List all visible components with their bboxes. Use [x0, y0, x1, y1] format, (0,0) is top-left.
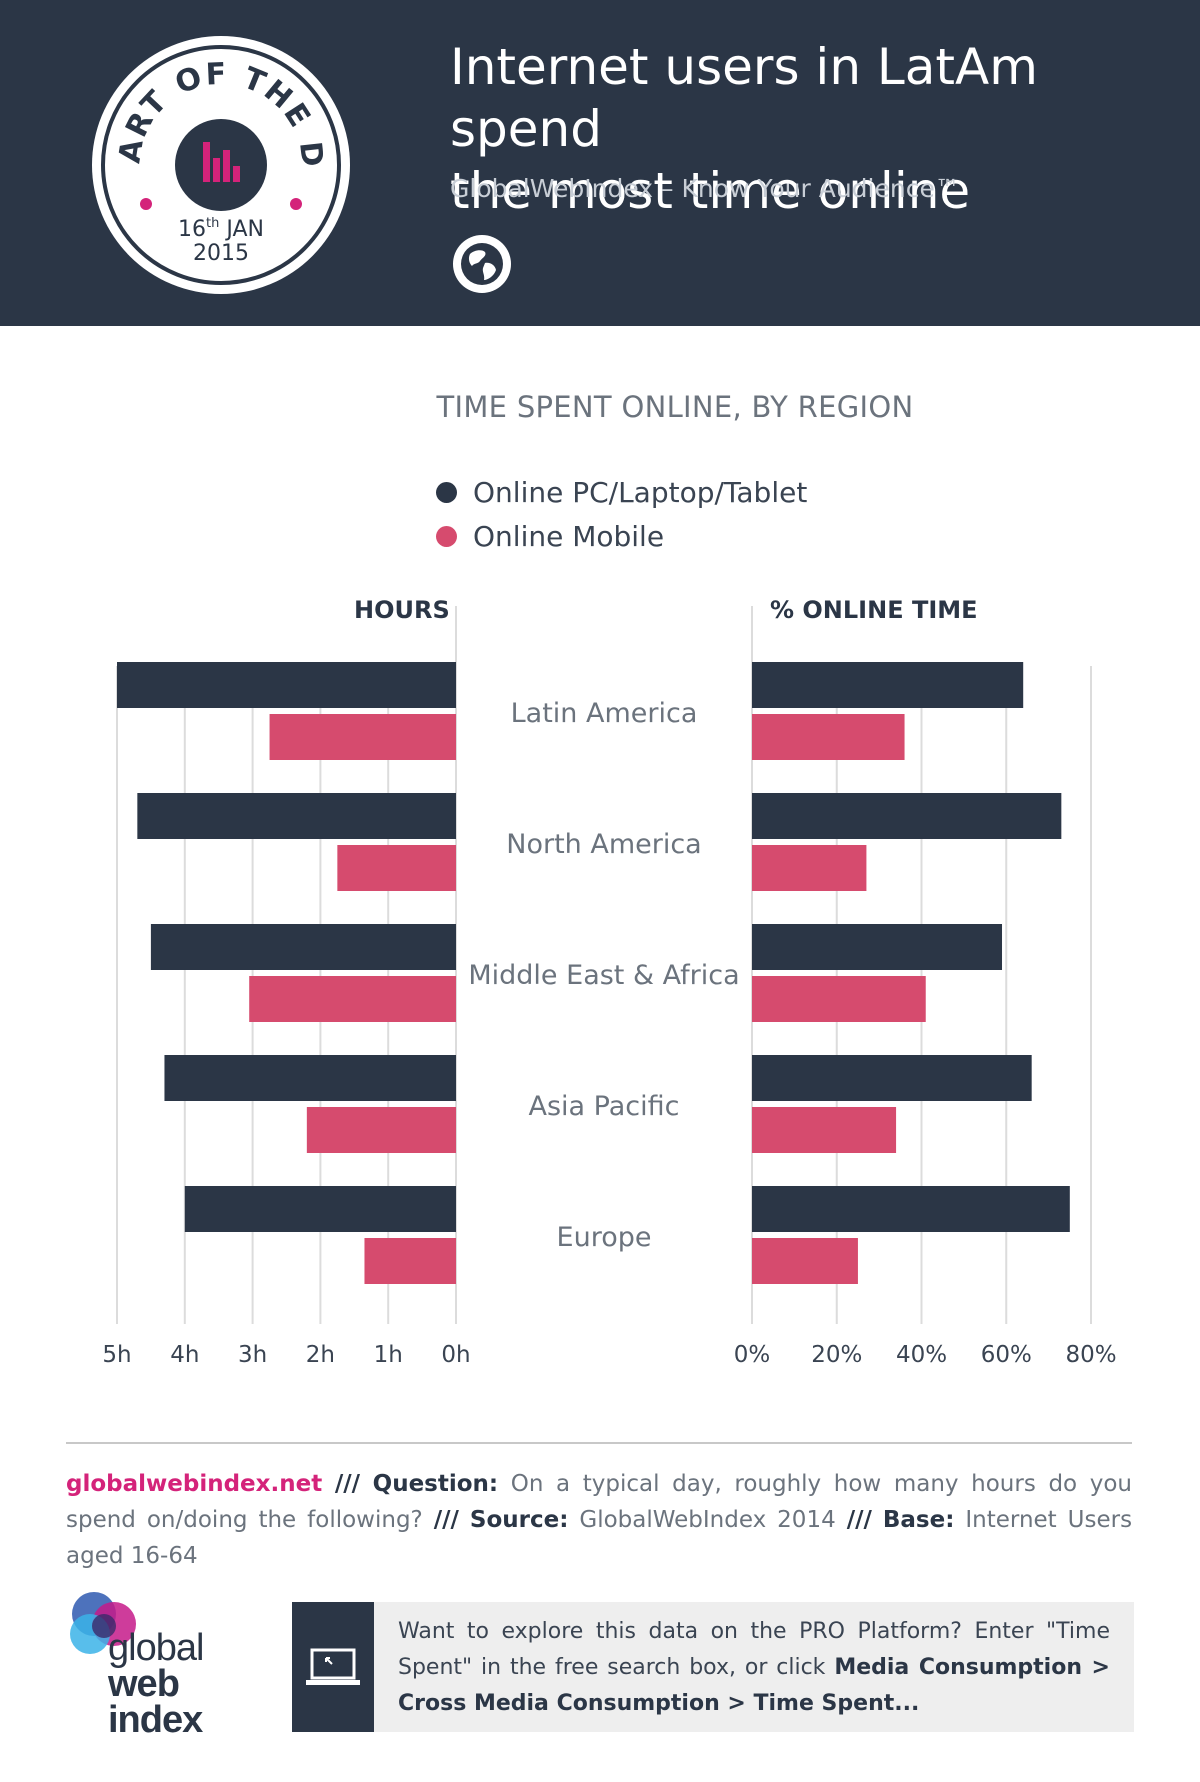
cta-path-link[interactable]: Media Consumption > Cross Media Consumpt…	[398, 1655, 1110, 1716]
hours-panel-label: HOURS	[354, 596, 450, 624]
tick-label-percent: 40%	[896, 1342, 947, 1368]
tick-label-hours: 4h	[170, 1342, 199, 1368]
tick-label-hours: 2h	[306, 1342, 335, 1368]
bar-percent-pc	[752, 924, 1003, 970]
website-link[interactable]: globalwebindex.net	[66, 1471, 323, 1497]
bar-hours-mobile	[306, 1107, 456, 1153]
page-title: Internet users in LatAm spend the most t…	[450, 36, 1150, 222]
base-label: Base:	[882, 1507, 955, 1533]
bar-percent-mobile	[752, 1107, 897, 1153]
bar-hours-mobile	[337, 845, 456, 891]
bar-hours-pc	[137, 793, 456, 839]
category-label: Middle East & Africa	[468, 960, 739, 991]
laptop-icon	[306, 1648, 360, 1685]
tick-label-hours: 0h	[441, 1342, 470, 1368]
divider	[66, 1442, 1132, 1444]
tick-label-percent: 60%	[981, 1342, 1032, 1368]
category-label: Latin America	[511, 698, 698, 729]
globe-icon	[453, 235, 511, 293]
title-line-2: the most time online	[450, 162, 971, 220]
badge-center-circle	[175, 119, 267, 211]
logo-line-3: index	[108, 1699, 203, 1741]
title-line-1: Internet users in LatAm spend	[450, 38, 1038, 158]
tick-label-hours: 5h	[102, 1342, 131, 1368]
bar-hours-mobile	[364, 1238, 456, 1284]
question-text: On a typical day, roughly how many hours…	[66, 1471, 1133, 1533]
tick-label-percent: 80%	[1065, 1342, 1116, 1368]
pro-platform-callout: Want to explore this data on the PRO Pla…	[292, 1602, 1134, 1732]
bar-percent-mobile	[752, 1238, 858, 1284]
base-text: Internet Users aged 16-64	[66, 1507, 1133, 1569]
sep-3: ///	[846, 1507, 872, 1533]
cta-icon-box	[292, 1602, 374, 1732]
bar-percent-pc	[752, 793, 1062, 839]
category-label: Europe	[557, 1222, 652, 1253]
bar-percent-mobile	[752, 845, 867, 891]
bar-hours-mobile	[249, 976, 456, 1022]
bar-hours-pc	[184, 1186, 457, 1232]
bar-percent-mobile	[752, 714, 905, 760]
legend-label-mobile: Online Mobile	[473, 519, 665, 553]
source-text: GlobalWebIndex 2014	[579, 1507, 836, 1533]
page-subtitle: GlobalWebIndex – Know Your Audience™	[450, 174, 960, 203]
cta-text: Want to explore this data on the PRO Pla…	[398, 1614, 1110, 1722]
bar-percent-pc	[752, 1186, 1070, 1232]
sep-1: ///	[334, 1471, 361, 1497]
legend-swatch-mobile	[436, 525, 457, 547]
chart-of-the-day-badge: CHART OF THE DAY 16th JAN 2015	[90, 34, 350, 294]
legend-swatch-pc	[436, 481, 457, 503]
logo-line-2: web	[108, 1663, 180, 1705]
bar-hours-pc	[117, 662, 456, 708]
source-label: Source:	[469, 1507, 569, 1533]
cta-text-plain: Want to explore this data on the PRO Pla…	[398, 1619, 1110, 1680]
bar-hours-pc	[150, 924, 456, 970]
logo-line-1: global	[108, 1627, 204, 1669]
footnote: globalwebindex.net /// Question: On a ty…	[66, 1466, 1132, 1574]
tick-label-hours: 1h	[374, 1342, 403, 1368]
tick-label-percent: 0%	[734, 1342, 771, 1368]
category-label: North America	[506, 829, 701, 860]
chart-title: TIME SPENT ONLINE, BY REGION	[436, 390, 914, 424]
bar-percent-pc	[752, 1055, 1032, 1101]
legend-item-mobile: Online Mobile	[436, 514, 807, 558]
header-banner: CHART OF THE DAY 16th JAN 2015 Internet …	[0, 0, 1200, 326]
legend-label-pc: Online PC/Laptop/Tablet	[473, 475, 808, 509]
legend-item-pc: Online PC/Laptop/Tablet	[436, 470, 807, 514]
badge-date: 16th JAN	[178, 216, 264, 242]
bar-hours-pc	[164, 1055, 456, 1101]
tick-label-hours: 3h	[238, 1342, 267, 1368]
percent-panel-label: % ONLINE TIME	[770, 596, 978, 624]
category-label: Asia Pacific	[529, 1091, 680, 1122]
logo-wordmark: global web index	[108, 1627, 204, 1741]
globalwebindex-logo	[70, 1592, 136, 1654]
bar-percent-pc	[752, 662, 1024, 708]
badge-year: 2015	[193, 241, 249, 266]
question-label: Question:	[372, 1471, 499, 1497]
tick-label-percent: 20%	[811, 1342, 862, 1368]
bar-chart-icon	[203, 142, 240, 182]
bar-chart: 5h 4h 3h 2h 1h 0h 0% 20% 40% 60% 80% Latin America N…	[102, 606, 1117, 1368]
bar-percent-mobile	[752, 976, 926, 1022]
chart-legend: Online PC/Laptop/Tablet Online Mobile	[436, 470, 807, 558]
sep-2: ///	[433, 1507, 459, 1533]
bar-hours-mobile	[269, 714, 456, 760]
